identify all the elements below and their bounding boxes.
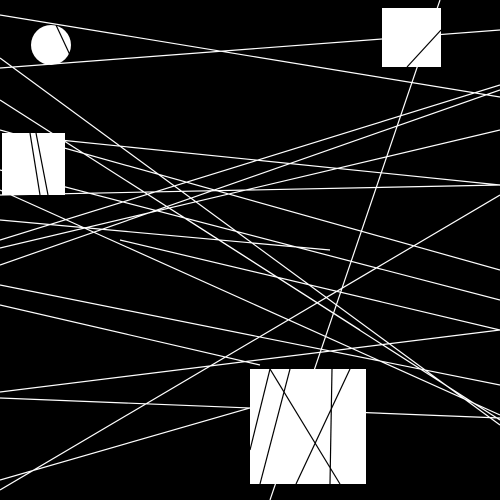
line	[179, 214, 500, 421]
line	[0, 404, 261, 481]
line	[249, 368, 271, 451]
line	[0, 29, 500, 69]
line	[59, 139, 500, 186]
line	[119, 239, 500, 331]
line	[0, 304, 261, 366]
line	[259, 368, 291, 485]
line	[0, 219, 331, 251]
line	[269, 368, 341, 485]
line	[0, 329, 500, 393]
line	[406, 29, 442, 68]
line	[295, 368, 351, 485]
line	[0, 129, 500, 271]
line	[329, 368, 333, 485]
line	[0, 129, 500, 249]
line	[0, 57, 500, 426]
line	[0, 194, 500, 491]
black-lines	[29, 24, 442, 485]
rect-shape-left	[2, 133, 65, 195]
square-shape-top-right	[382, 8, 441, 67]
rect-shape-bottom	[250, 369, 366, 484]
line	[35, 132, 49, 196]
line	[0, 14, 500, 98]
line	[0, 284, 500, 386]
line	[0, 89, 500, 266]
line	[29, 132, 41, 196]
line	[0, 84, 500, 241]
line	[0, 184, 500, 196]
line	[55, 24, 71, 56]
line	[0, 169, 500, 301]
